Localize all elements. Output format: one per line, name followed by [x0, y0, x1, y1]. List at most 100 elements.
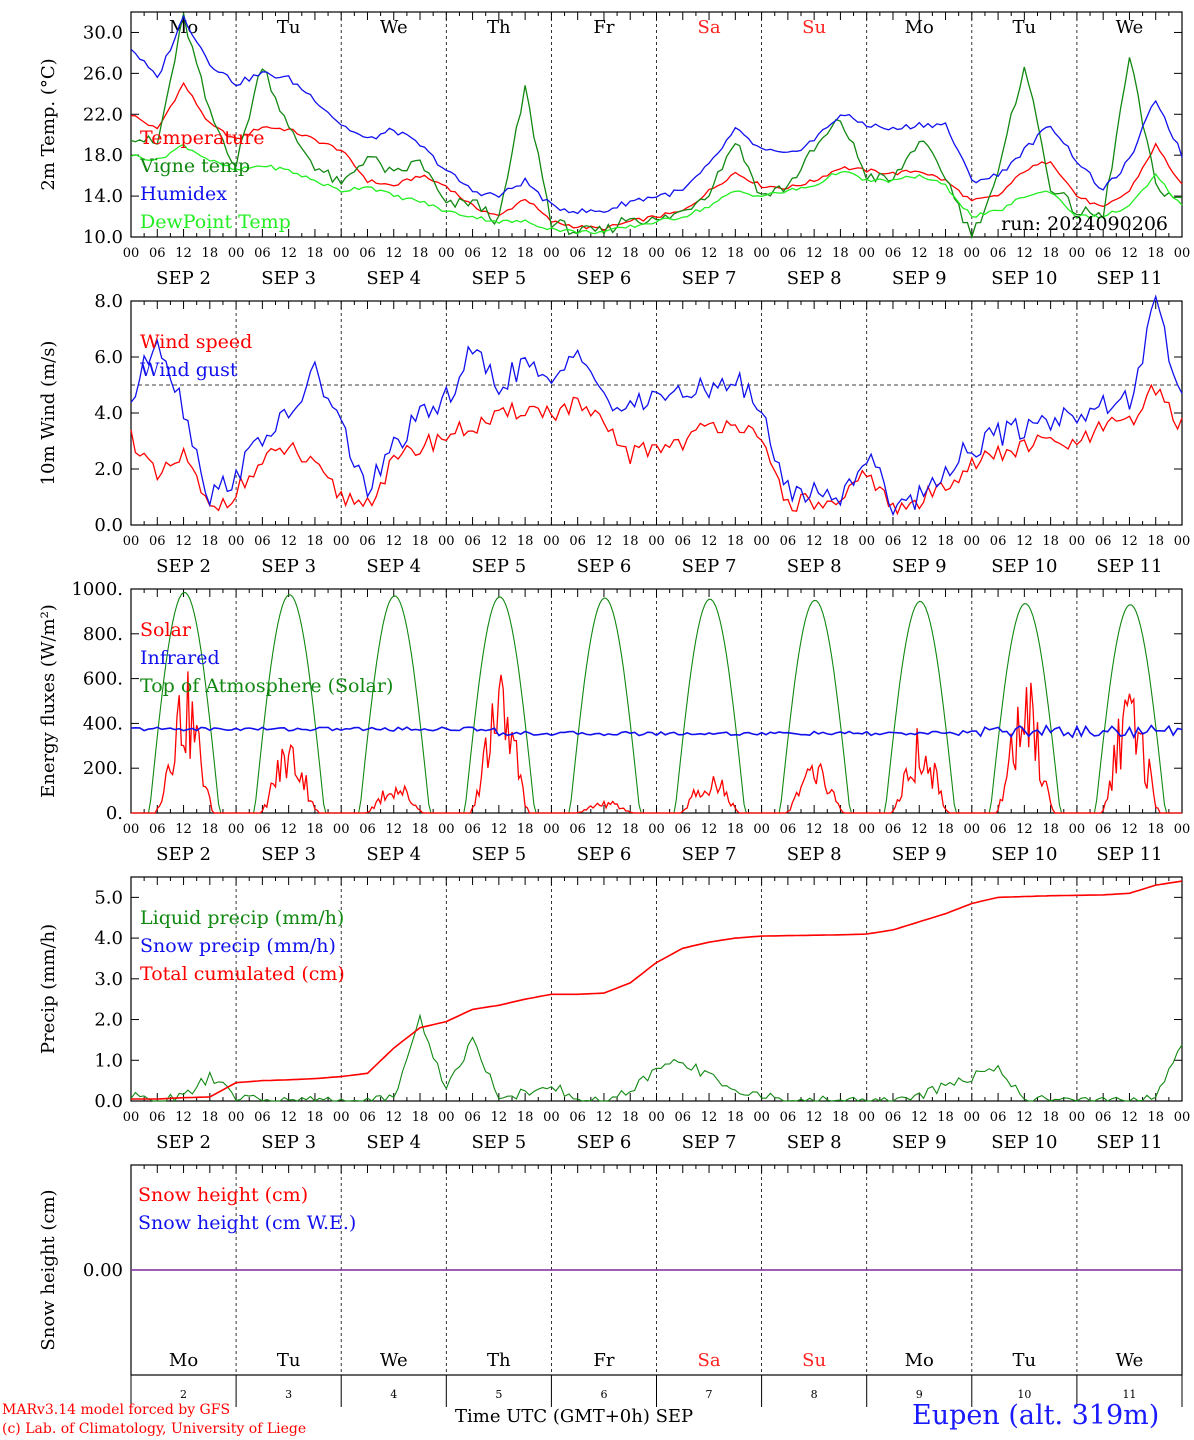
- hour-tick-label: 18: [937, 534, 954, 549]
- hour-tick-label: 18: [832, 1110, 849, 1125]
- hour-tick-label: 00: [753, 534, 770, 549]
- hour-tick-label: 00: [1069, 534, 1086, 549]
- day-number: 2: [180, 1388, 187, 1401]
- hour-tick-label: 12: [280, 246, 297, 261]
- day-number: 6: [600, 1388, 607, 1401]
- hour-tick-label: 18: [937, 822, 954, 837]
- hour-tick-label: 00: [648, 822, 665, 837]
- day-label: Tu: [1013, 1350, 1037, 1371]
- hour-tick-label: 18: [517, 534, 534, 549]
- series-dewpoint-temp: [130, 143, 1183, 235]
- hour-tick-label: 00: [123, 1110, 140, 1125]
- date-label: SEP 9: [892, 268, 947, 289]
- hour-tick-label: 00: [753, 822, 770, 837]
- hour-tick-label: 00: [1069, 246, 1086, 261]
- hour-tick-label: 18: [727, 1110, 744, 1125]
- hour-tick-label: 12: [491, 534, 508, 549]
- plot-frame-2: [130, 588, 1183, 814]
- hour-tick-label: 12: [1121, 246, 1138, 261]
- hour-tick-label: 18: [412, 246, 429, 261]
- day-label: We: [380, 1350, 408, 1371]
- legend-infrared: Infrared: [140, 647, 220, 669]
- date-label: SEP 3: [261, 556, 316, 577]
- date-label: SEP 3: [261, 844, 316, 865]
- hour-tick-label: 00: [964, 534, 981, 549]
- hour-tick-label: 12: [385, 822, 402, 837]
- date-label: SEP 10: [991, 1132, 1057, 1153]
- hour-tick-label: 06: [1095, 1110, 1112, 1125]
- hour-tick-label: 00: [543, 1110, 560, 1125]
- day-label: Fr: [593, 1350, 614, 1371]
- hour-tick-label: 00: [964, 822, 981, 837]
- hour-tick-label: 00: [858, 534, 875, 549]
- hour-tick-label: 06: [359, 534, 376, 549]
- hour-tick-label: 00: [333, 1110, 350, 1125]
- hour-tick-label: 18: [412, 534, 429, 549]
- date-label: SEP 2: [156, 556, 211, 577]
- hour-tick-label: 12: [175, 534, 192, 549]
- hour-tick-label: 00: [228, 534, 245, 549]
- date-label: SEP 8: [787, 268, 842, 289]
- hour-tick-label: 12: [280, 822, 297, 837]
- hour-tick-label: 06: [359, 1110, 376, 1125]
- hour-tick-label: 06: [254, 1110, 271, 1125]
- plot-frame-0: [130, 11, 1183, 238]
- date-label: SEP 11: [1096, 1132, 1162, 1153]
- plot-frame-1: [130, 300, 1183, 526]
- day-label: Tu: [277, 1350, 301, 1371]
- y-tick-label: 5.0: [94, 887, 123, 908]
- hour-tick-label: 00: [1174, 822, 1191, 837]
- hour-tick-label: 18: [727, 534, 744, 549]
- hour-tick-label: 06: [885, 1110, 902, 1125]
- hour-tick-label: 18: [727, 246, 744, 261]
- date-label: SEP 5: [471, 1132, 526, 1153]
- hour-tick-label: 18: [307, 1110, 324, 1125]
- date-label: SEP 10: [991, 268, 1057, 289]
- hour-tick-label: 18: [832, 822, 849, 837]
- legend-vigne-temp: Vigne temp: [139, 155, 250, 177]
- y-axis-title: Energy fluxes (W/m²): [38, 604, 59, 798]
- y-tick-label: 0.0: [94, 1091, 123, 1112]
- hour-tick-label: 06: [885, 822, 902, 837]
- hour-tick-label: 06: [780, 822, 797, 837]
- day-label: Tu: [1013, 17, 1037, 38]
- hour-tick-label: 12: [596, 1110, 613, 1125]
- day-label: We: [1116, 17, 1144, 38]
- hour-tick-label: 18: [937, 1110, 954, 1125]
- day-label: Mo: [169, 1350, 198, 1371]
- hour-tick-label: 06: [780, 534, 797, 549]
- date-label: SEP 6: [577, 1132, 632, 1153]
- series-humidex: [130, 14, 1183, 215]
- date-label: SEP 7: [682, 556, 737, 577]
- day-label: Sa: [698, 17, 721, 38]
- hour-tick-label: 18: [1147, 1110, 1164, 1125]
- hour-tick-label: 18: [202, 1110, 219, 1125]
- legend-snow-0: Snow height (cm): [138, 1184, 308, 1206]
- hour-tick-label: 00: [1069, 1110, 1086, 1125]
- hour-tick-label: 06: [780, 1110, 797, 1125]
- hour-tick-label: 06: [990, 822, 1007, 837]
- hour-tick-label: 00: [858, 1110, 875, 1125]
- date-label: SEP 6: [577, 844, 632, 865]
- hour-tick-label: 06: [359, 822, 376, 837]
- y-axis-title: 10m Wind (m/s): [38, 341, 59, 486]
- hour-tick-label: 18: [1042, 246, 1059, 261]
- hour-tick-label: 06: [675, 1110, 692, 1125]
- hour-tick-label: 06: [464, 822, 481, 837]
- hour-tick-label: 06: [149, 246, 166, 261]
- date-label: SEP 6: [577, 268, 632, 289]
- legend-wind-speed: Wind speed: [140, 331, 252, 353]
- hour-tick-label: 06: [254, 822, 271, 837]
- station-name: Eupen (alt. 319m): [912, 1400, 1160, 1431]
- hour-tick-label: 00: [648, 1110, 665, 1125]
- day-label: Su: [802, 17, 826, 38]
- hour-tick-label: 06: [569, 246, 586, 261]
- hour-tick-label: 18: [307, 822, 324, 837]
- hour-tick-label: 06: [569, 1110, 586, 1125]
- y-tick-label: 200.: [83, 758, 123, 779]
- hour-tick-label: 00: [123, 246, 140, 261]
- hour-tick-label: 06: [675, 822, 692, 837]
- hour-tick-label: 00: [438, 1110, 455, 1125]
- hour-tick-label: 12: [806, 534, 823, 549]
- hour-tick-label: 06: [990, 1110, 1007, 1125]
